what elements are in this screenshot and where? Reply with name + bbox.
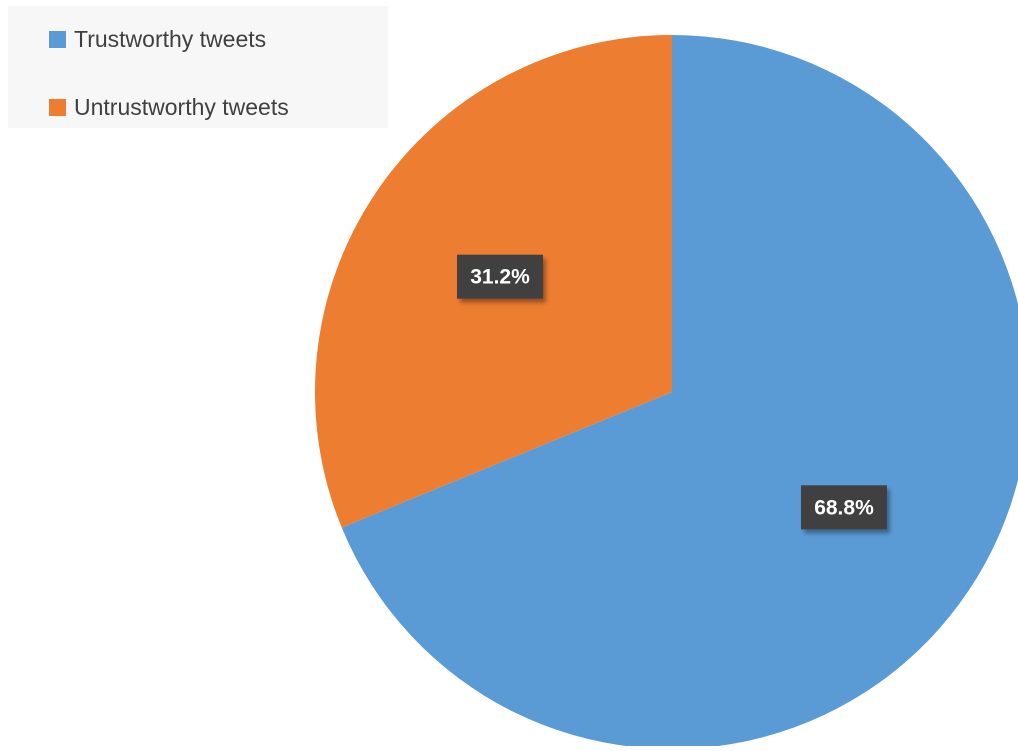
data-label-text: 68.8% (814, 496, 874, 519)
data-label-text: 31.2% (470, 266, 530, 289)
legend-swatch-untrustworthy (49, 98, 66, 116)
pie-slices (315, 35, 1018, 749)
data-label-trustworthy: 68.8% (800, 485, 887, 530)
legend-item-trustworthy: Trustworthy tweets (49, 24, 266, 54)
legend-label-trustworthy: Trustworthy tweets (74, 25, 267, 52)
pie-data-labels: 68.8% 31.2% (457, 254, 887, 530)
data-label-box (800, 485, 887, 530)
data-label-untrustworthy: 31.2% (457, 254, 544, 299)
pie-slice-trustworthy (341, 35, 1018, 749)
data-label-box (457, 254, 544, 299)
legend-swatch-trustworthy (49, 30, 66, 48)
legend-label-untrustworthy: Untrustworthy tweets (74, 93, 289, 120)
chart-legend: Trustworthy tweets Untrustworthy tweets (8, 6, 388, 128)
legend-item-untrustworthy: Untrustworthy tweets (49, 92, 289, 122)
